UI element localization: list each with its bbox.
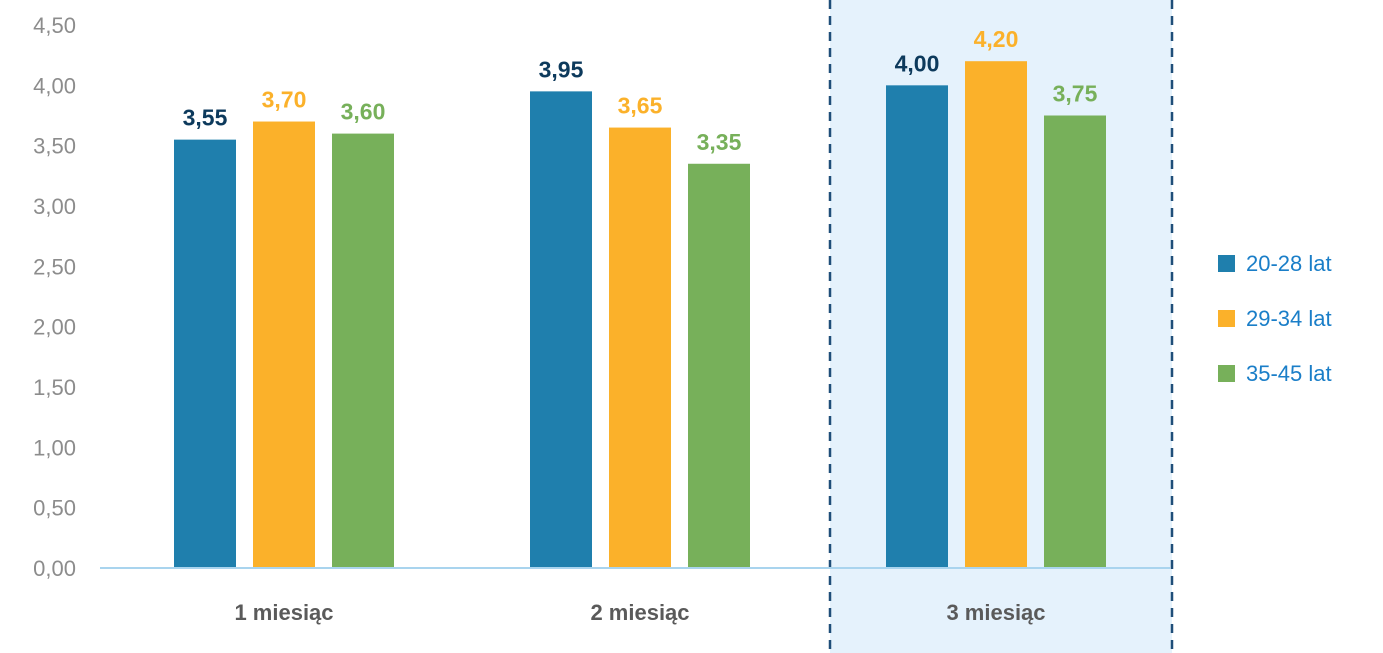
- data-label: 4,00: [895, 50, 940, 76]
- bar: [965, 61, 1027, 568]
- data-label: 4,20: [974, 26, 1019, 52]
- category-label: 2 miesiąc: [590, 600, 689, 625]
- legend-label: 35-45 lat: [1246, 361, 1332, 386]
- legend-swatch: [1218, 365, 1235, 382]
- legend-label: 29-34 lat: [1246, 306, 1332, 331]
- bar: [886, 85, 948, 568]
- data-label: 3,35: [697, 129, 742, 155]
- bar: [1044, 115, 1106, 568]
- category-label: 1 miesiąc: [234, 600, 333, 625]
- bar: [332, 133, 394, 568]
- y-tick-label: 2,00: [33, 315, 76, 340]
- data-label: 3,55: [183, 105, 228, 131]
- category-label: 3 miesiąc: [946, 600, 1045, 625]
- y-tick-label: 2,50: [33, 254, 76, 279]
- y-tick-label: 0,50: [33, 496, 76, 521]
- data-label: 3,65: [618, 93, 663, 119]
- data-label: 3,75: [1053, 81, 1098, 107]
- legend-swatch: [1218, 310, 1235, 327]
- y-tick-label: 4,00: [33, 73, 76, 98]
- legend-swatch: [1218, 255, 1235, 272]
- y-axis: 0,00 0,50 1,00 1,50 2,00 2,50 3,00 3,50 4,00 4,50: [33, 13, 76, 581]
- y-tick-label: 3,00: [33, 194, 76, 219]
- data-labels: 3,55 3,95 4,00 3,70 3,65 4,20 3,60 3,35 3,75: [183, 26, 1098, 155]
- y-tick-label: 3,50: [33, 134, 76, 159]
- y-tick-label: 4,50: [33, 13, 76, 38]
- y-tick-label: 1,50: [33, 375, 76, 400]
- bars: [174, 61, 1106, 569]
- bar: [174, 139, 236, 568]
- legend-label: 20-28 lat: [1246, 251, 1332, 276]
- data-label: 3,95: [539, 56, 584, 82]
- bar: [609, 127, 671, 569]
- bar: [253, 121, 315, 569]
- category-labels: 1 miesiąc 2 miesiąc 3 miesiąc: [234, 600, 1045, 625]
- bar: [688, 163, 750, 568]
- data-label: 3,70: [262, 87, 307, 113]
- bar: [530, 91, 592, 568]
- y-tick-label: 1,00: [33, 435, 76, 460]
- y-tick-label: 0,00: [33, 556, 76, 581]
- data-label: 3,60: [341, 99, 386, 125]
- legend: 20-28 lat 29-34 lat 35-45 lat: [1218, 251, 1332, 386]
